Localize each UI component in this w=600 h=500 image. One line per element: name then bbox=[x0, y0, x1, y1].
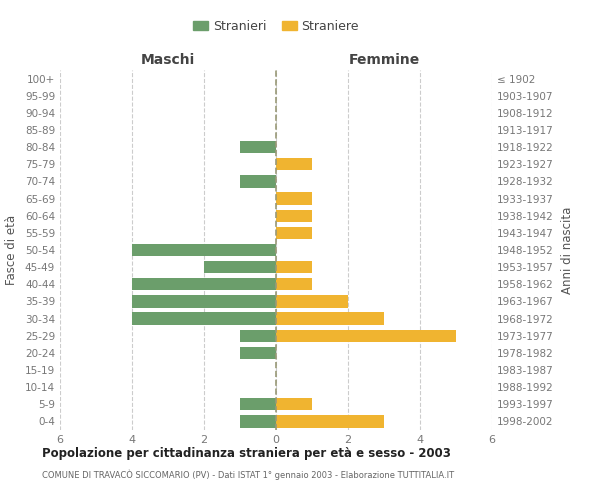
Bar bbox=[240, 398, 276, 410]
Bar bbox=[276, 261, 312, 274]
Bar bbox=[240, 330, 276, 342]
Bar bbox=[276, 278, 312, 290]
Bar bbox=[276, 210, 312, 222]
Y-axis label: Fasce di età: Fasce di età bbox=[5, 215, 18, 285]
Bar bbox=[240, 416, 276, 428]
Bar bbox=[276, 416, 384, 428]
Bar bbox=[132, 278, 276, 290]
Bar bbox=[276, 330, 456, 342]
Bar bbox=[132, 296, 276, 308]
Bar bbox=[240, 346, 276, 359]
Bar bbox=[276, 312, 384, 324]
Legend: Stranieri, Straniere: Stranieri, Straniere bbox=[188, 15, 364, 38]
Text: Femmine: Femmine bbox=[349, 52, 419, 66]
Text: Popolazione per cittadinanza straniera per età e sesso - 2003: Popolazione per cittadinanza straniera p… bbox=[42, 448, 451, 460]
Bar bbox=[240, 176, 276, 188]
Text: COMUNE DI TRAVACÒ SICCOMARIO (PV) - Dati ISTAT 1° gennaio 2003 - Elaborazione TU: COMUNE DI TRAVACÒ SICCOMARIO (PV) - Dati… bbox=[42, 469, 454, 480]
Bar bbox=[276, 192, 312, 204]
Bar bbox=[276, 226, 312, 239]
Bar bbox=[276, 398, 312, 410]
Bar bbox=[240, 141, 276, 154]
Y-axis label: Anni di nascita: Anni di nascita bbox=[560, 206, 574, 294]
Bar bbox=[276, 296, 348, 308]
Bar bbox=[132, 244, 276, 256]
Bar bbox=[132, 312, 276, 324]
Bar bbox=[204, 261, 276, 274]
Text: Maschi: Maschi bbox=[141, 52, 195, 66]
Bar bbox=[276, 158, 312, 170]
